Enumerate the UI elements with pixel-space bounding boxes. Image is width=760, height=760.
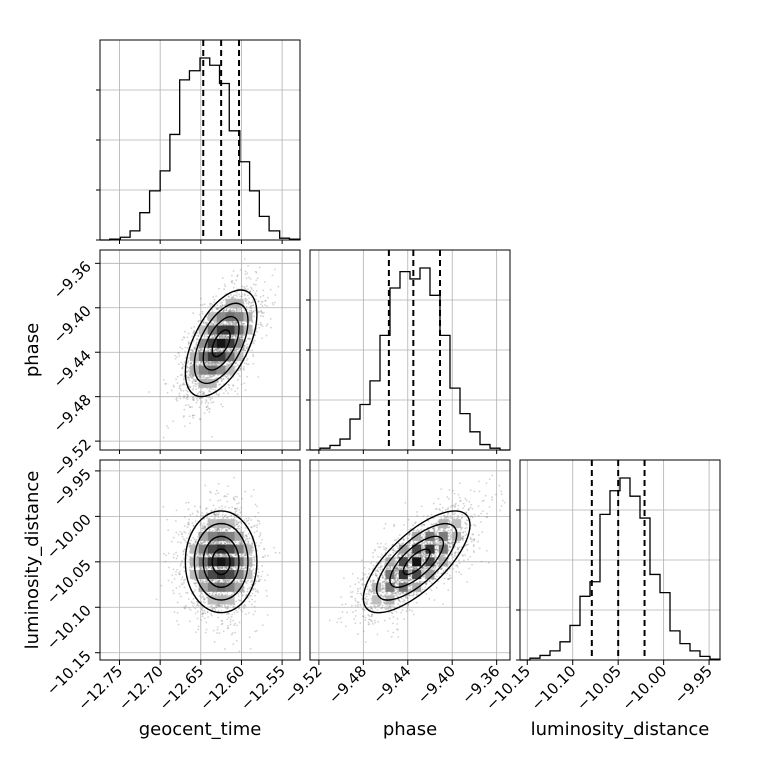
x-tick-label: −9.52	[280, 662, 325, 707]
panel-frame	[99, 249, 301, 451]
x-axis-label-phase: phase	[383, 719, 437, 740]
y-tick-label: −9.48	[50, 391, 95, 436]
contour-3	[362, 510, 471, 614]
histogram-geocent_time	[100, 57, 301, 241]
x-tick-label: −9.40	[414, 662, 459, 707]
x-tick-label: −9.44	[369, 662, 414, 707]
x-tick-label: −9.95	[671, 662, 716, 707]
contour-2	[375, 522, 458, 601]
grid-lines	[520, 460, 720, 660]
contour-1	[202, 315, 240, 371]
panel-frame	[309, 459, 511, 661]
x-tick-label: −12.55	[237, 662, 289, 714]
contour-2	[193, 302, 249, 385]
histogram-phase	[310, 267, 510, 451]
x-axis-label-geocent_time: geocent_time	[139, 719, 262, 740]
density-geocent_time-luminosity_distance	[155, 476, 281, 653]
y-tick-label: −10.10	[43, 601, 95, 653]
contour-3	[184, 289, 258, 398]
density-phase-luminosity_distance	[328, 474, 506, 643]
x-tick-label: −9.48	[325, 662, 370, 707]
contour-0	[211, 548, 231, 576]
y-axis-label-luminosity_distance: luminosity_distance	[22, 471, 43, 650]
contour-2	[193, 522, 249, 601]
panel-frame	[519, 459, 721, 661]
contour-1	[202, 535, 240, 588]
y-tick-label: −9.36	[50, 257, 95, 302]
y-tick-label: −9.40	[50, 302, 95, 347]
histogram-luminosity_distance	[520, 477, 721, 661]
contour-1	[389, 535, 445, 588]
panel-frame	[309, 249, 511, 451]
density-geocent_time-phase	[148, 258, 280, 439]
x-axis-label-luminosity_distance: luminosity_distance	[531, 719, 710, 740]
y-axis-label-phase: phase	[22, 323, 43, 377]
contour-0	[211, 329, 231, 358]
panel-frame	[99, 39, 301, 241]
contour-0	[402, 548, 431, 576]
y-tick-label: −10.00	[43, 510, 95, 562]
y-tick-label: −9.44	[50, 346, 95, 391]
grid-lines	[100, 40, 300, 240]
x-tick-label: −10.00	[618, 662, 670, 714]
panel-frame	[99, 459, 301, 661]
x-tick-label: −12.70	[115, 662, 167, 714]
x-tick-label: −10.10	[528, 662, 580, 714]
contour-3	[184, 510, 258, 614]
grid-lines	[310, 250, 510, 450]
y-tick-label: −10.05	[43, 556, 95, 608]
x-tick-label: −10.05	[573, 662, 625, 714]
